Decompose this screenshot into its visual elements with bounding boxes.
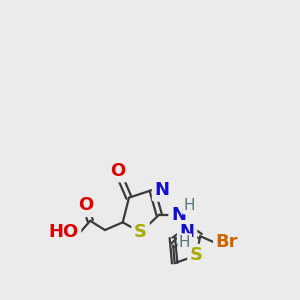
Text: S: S bbox=[134, 223, 147, 241]
Text: HO: HO bbox=[48, 223, 79, 241]
Text: Br: Br bbox=[216, 233, 238, 251]
Text: S: S bbox=[190, 247, 203, 265]
Text: O: O bbox=[78, 196, 93, 214]
Text: H: H bbox=[184, 198, 195, 213]
Text: O: O bbox=[110, 162, 125, 180]
Text: H: H bbox=[179, 235, 190, 250]
Text: N: N bbox=[180, 223, 195, 241]
Text: N: N bbox=[171, 206, 186, 224]
Text: N: N bbox=[154, 181, 169, 199]
